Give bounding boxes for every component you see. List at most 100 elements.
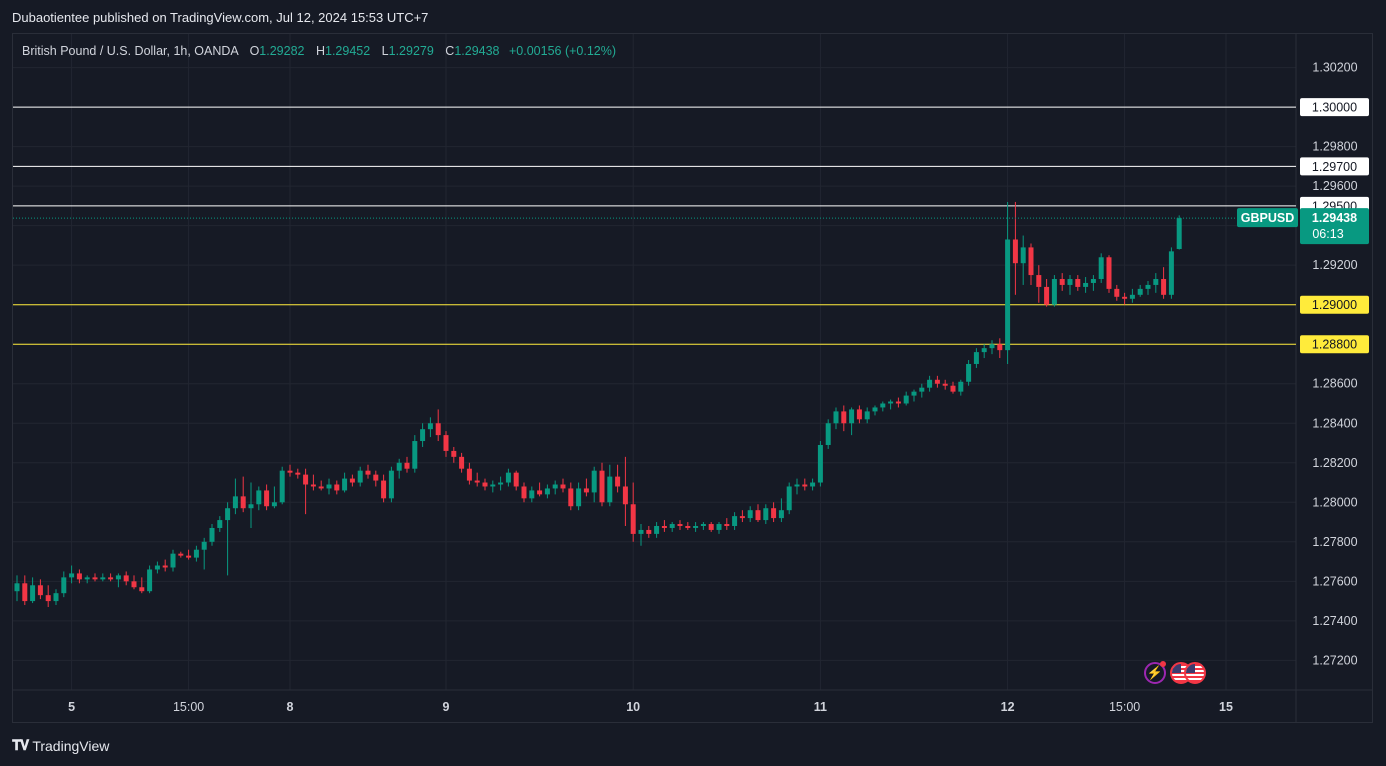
candle-body <box>927 379 933 388</box>
price-axis-label: 1.30200 <box>1312 61 1357 75</box>
price-level-tag <box>1300 98 1369 117</box>
candle-body <box>123 575 129 582</box>
candle-body <box>1012 239 1018 264</box>
economic-events: ⚡ <box>1144 661 1206 684</box>
candle-body <box>427 423 433 430</box>
candle-body <box>342 478 348 491</box>
candle-body <box>193 549 199 558</box>
price-axis-label: 1.27400 <box>1312 614 1357 628</box>
high-label: H <box>315 44 325 58</box>
candle-body <box>147 569 153 592</box>
candle-body <box>591 470 597 493</box>
candle-body <box>981 348 987 353</box>
candle-body <box>833 411 839 424</box>
candle-body <box>810 482 816 487</box>
candle-body <box>599 470 605 503</box>
candle-body <box>170 553 176 568</box>
change-value: +0.00156 (+0.12%) <box>509 44 617 58</box>
time-axis-label: 9 <box>443 700 450 714</box>
candle-body <box>474 480 480 483</box>
bolt-icon[interactable]: ⚡ <box>1144 661 1166 684</box>
candle-body <box>201 541 207 550</box>
candle-body <box>1122 296 1128 299</box>
candle-body <box>708 524 714 530</box>
candle-body <box>1129 294 1135 299</box>
candle-body <box>30 585 36 602</box>
candle-body <box>53 593 59 602</box>
high-value: 1.29452 <box>325 44 371 58</box>
candle-body <box>786 486 792 511</box>
candle-body <box>271 502 277 507</box>
price-axis-label: 1.28400 <box>1312 416 1357 430</box>
notification-dot-icon <box>1160 661 1166 667</box>
candle-body <box>747 510 753 519</box>
candle-body <box>1083 282 1089 287</box>
low-label: L <box>381 44 389 58</box>
price-axis-label: 1.29600 <box>1312 179 1357 193</box>
candle-body <box>22 583 28 602</box>
candle-body <box>154 565 160 570</box>
candle-body <box>139 587 145 592</box>
candle-body <box>568 488 574 507</box>
time-axis-label: 15 <box>1219 700 1233 714</box>
candle-body <box>1044 286 1050 305</box>
candle-body <box>1036 275 1042 287</box>
candle-body <box>732 516 738 526</box>
chart-pane[interactable] <box>12 33 1373 723</box>
candle-body <box>669 524 675 528</box>
candle-body <box>1005 239 1011 351</box>
candle-body <box>459 456 465 469</box>
candle-body <box>217 520 223 528</box>
bar-countdown-label: 06:13 <box>1312 227 1343 241</box>
candle-body <box>365 470 371 475</box>
candle-body <box>443 435 449 451</box>
candle-body <box>607 476 613 503</box>
candle-body <box>435 423 441 436</box>
time-axis-label: 8 <box>287 700 294 714</box>
candle-body <box>1020 247 1026 264</box>
candle-body <box>115 575 121 580</box>
candle-body <box>1098 257 1104 280</box>
candle-body <box>209 527 215 542</box>
candle-body <box>778 510 784 519</box>
candle-body <box>100 577 106 580</box>
candle-body <box>529 490 535 499</box>
open-label: O <box>249 44 260 58</box>
us-flag-icon[interactable] <box>1184 662 1206 684</box>
candle-body <box>1114 288 1120 297</box>
price-level-tag-label: 1.28800 <box>1312 338 1357 352</box>
candle-body <box>537 490 543 495</box>
candle-body <box>61 577 67 594</box>
price-axis-label: 1.28000 <box>1312 495 1357 509</box>
candle-body <box>451 450 457 457</box>
candle-body <box>326 484 332 489</box>
candle-body <box>872 407 878 412</box>
candle-body <box>162 565 168 568</box>
last-price-tag <box>1300 208 1369 245</box>
candle-body <box>1176 218 1182 249</box>
candle-body <box>973 352 979 364</box>
candle-body <box>404 462 410 469</box>
candle-body <box>482 482 488 487</box>
candle-body <box>178 553 184 556</box>
candle-body <box>700 524 706 526</box>
candle-body <box>552 484 558 489</box>
candle-body <box>934 379 940 384</box>
candle-body <box>490 484 496 487</box>
candle-body <box>373 474 379 481</box>
price-axis-label: 1.27800 <box>1312 535 1357 549</box>
candle-body <box>989 344 995 349</box>
tradingview-brand[interactable]: 𝐓𝐕 TradingView <box>12 737 109 754</box>
candle-body <box>420 429 426 442</box>
candle-body <box>248 504 254 509</box>
candle-body <box>279 470 285 503</box>
candle-body <box>724 524 730 526</box>
candle-body <box>864 411 870 420</box>
candle-body <box>521 486 527 499</box>
candle-body <box>716 524 722 530</box>
candle-body <box>638 529 644 534</box>
candle-body <box>1145 284 1151 289</box>
candle-body <box>911 391 917 396</box>
time-axis-label: 12 <box>1001 700 1015 714</box>
